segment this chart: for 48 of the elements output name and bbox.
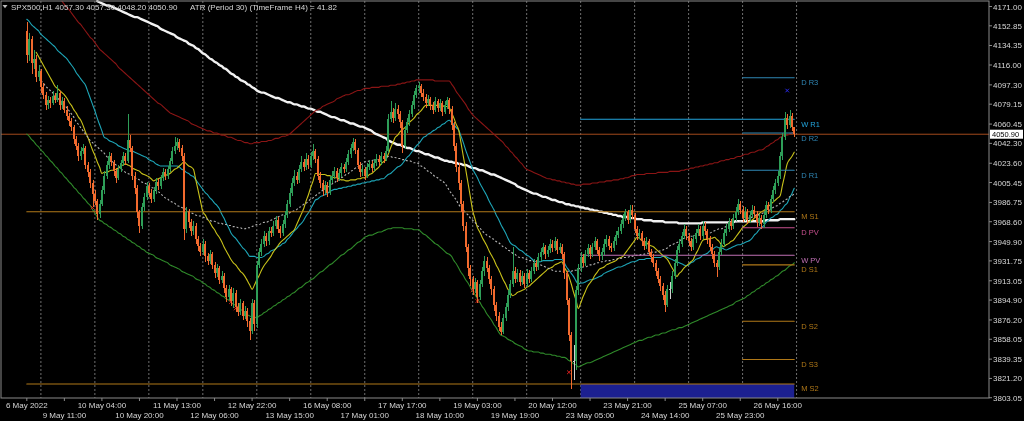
x-tick-label: 19 May 19:00 <box>490 410 540 419</box>
x-tick-label: 19 May 03:00 <box>453 400 503 409</box>
y-tick-label: 3931.75 <box>993 256 1023 266</box>
x-tick-label: 17 May 01:00 <box>340 410 390 419</box>
chart-title: SPX500,H1 4057.30 4057.30 4048.20 4050.90 <box>11 2 178 12</box>
x-tick-label: 10 May 20:00 <box>115 410 165 419</box>
x-tick-label: 18 May 10:00 <box>415 410 465 419</box>
x-tick-label: 20 May 12:00 <box>528 400 578 409</box>
y-tick-label: 3949.90 <box>993 237 1023 247</box>
y-tick-label: 3839.35 <box>993 354 1023 364</box>
y-tick-label: 3986.75 <box>993 197 1023 207</box>
y-tick-label: 3803.05 <box>993 393 1023 403</box>
annotation: ATR (Period 30) (TimeFrame H4) = 41.82 <box>190 2 338 12</box>
y-tick-label: 4005.45 <box>993 178 1023 188</box>
x-tick-label: 13 May 15:00 <box>265 410 315 419</box>
y-tick-label: 4060.45 <box>993 119 1023 129</box>
x-tick-label: 23 May 05:00 <box>565 410 615 419</box>
line-series <box>35 51 795 310</box>
y-tick-label: 3894.90 <box>993 295 1023 305</box>
x-tick-label: 25 May 07:00 <box>678 400 728 409</box>
y-tick-label: 3876.20 <box>993 315 1023 325</box>
y-tick-label: 4171.00 <box>993 2 1023 12</box>
y-tick-label: 3968.60 <box>993 217 1023 227</box>
x-tick-label: 25 May 23:00 <box>716 410 766 419</box>
point <box>566 369 572 375</box>
y-tick-label: 4097.30 <box>993 80 1023 90</box>
x-tick-label: 10 May 04:00 <box>77 400 127 409</box>
x-tick-label: 11 May 13:00 <box>153 400 202 409</box>
y-tick-label: 3821.20 <box>993 373 1023 383</box>
x-tick-label: 26 May 16:00 <box>753 400 803 409</box>
x-tick-label: 16 May 08:00 <box>302 400 352 409</box>
x-tick-label: 17 May 17:00 <box>378 400 428 409</box>
x-tick-label: 6 May 2022 <box>5 400 49 409</box>
x-tick-label: 12 May 22:00 <box>227 400 277 409</box>
y-tick-label: 4134.35 <box>993 41 1023 50</box>
x-tick-label: 23 May 21:00 <box>603 400 653 409</box>
x-tick-label: 12 May 06:00 <box>190 410 240 419</box>
y-tick-label: 4023.60 <box>993 158 1023 168</box>
y-tick-label: 3913.05 <box>993 276 1023 286</box>
point <box>784 88 790 93</box>
line-series <box>26 133 795 368</box>
y-tick-label: 4152.85 <box>993 21 1023 31</box>
y-tick-label: 3858.05 <box>993 334 1023 344</box>
y-tick-label: 4116.00 <box>993 60 1022 70</box>
x-tick-label: 9 May 11:00 <box>42 410 87 419</box>
x-tick-label: 24 May 14:00 <box>640 410 690 419</box>
y-tick-label: 4042.30 <box>993 138 1023 148</box>
y-tick-label: 4079.15 <box>993 99 1023 109</box>
